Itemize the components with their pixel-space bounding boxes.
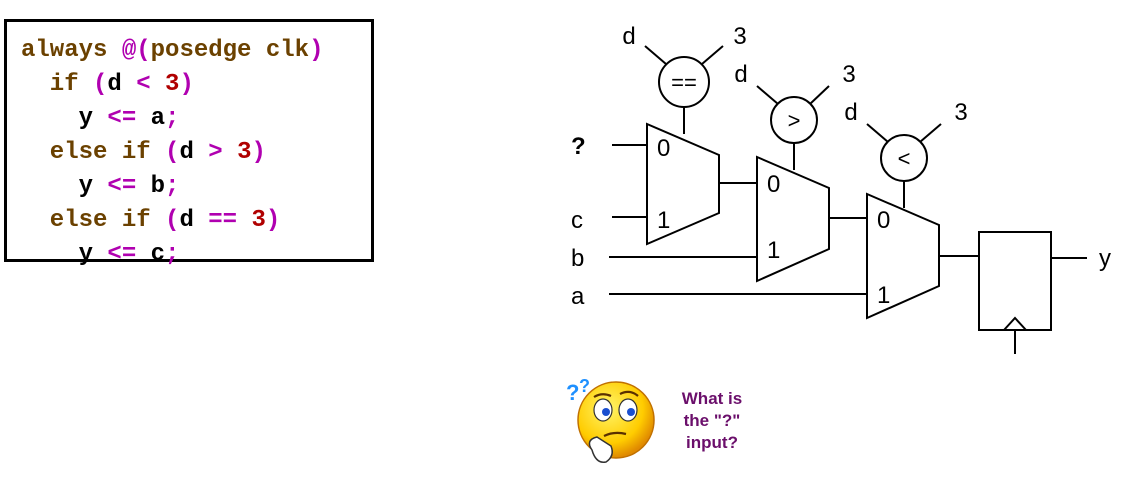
svg-text:?: ? (579, 376, 590, 396)
code-token: if (21, 71, 94, 98)
code-line: if (d < 3) (21, 68, 323, 102)
code-line: y <= c; (21, 238, 323, 272)
code-line: else if (d == 3) (21, 204, 323, 238)
comparator-lt-op: < (898, 146, 911, 171)
code-token: < (136, 71, 166, 98)
confused-smiley-icon: ? ? (566, 376, 655, 463)
mux-3-one-label: 1 (877, 282, 890, 309)
comparator-eq-op: == (671, 70, 697, 95)
mux-2 (756, 155, 830, 283)
code-token: y (21, 173, 108, 200)
mux-3 (866, 192, 940, 320)
code-token: d (179, 139, 209, 166)
code-token: else if (21, 139, 166, 166)
code-line: always @(posedge clk) (21, 34, 323, 68)
question-line-1: What is (681, 389, 743, 408)
code-token: ) (265, 207, 281, 234)
code-token: ( (165, 207, 180, 234)
code-token: <= (107, 173, 151, 200)
code-token: > (208, 139, 238, 166)
code-token: <= (107, 241, 151, 268)
comparator-gt-left: d (734, 61, 747, 88)
comparator-lt-left: d (844, 99, 857, 126)
code-token: y (21, 105, 108, 132)
code-token: ( (93, 71, 108, 98)
mux-1-zero-label: 0 (657, 135, 670, 162)
code-token: a (150, 105, 166, 132)
code-line: else if (d > 3) (21, 136, 323, 170)
code-token: ) (179, 71, 194, 98)
code-token: ( (165, 139, 180, 166)
code-token: @( (121, 37, 151, 64)
code-token: posedge clk (150, 37, 310, 64)
code-token: b (150, 173, 166, 200)
code-token: c (150, 241, 166, 268)
comparator-gt-op: > (788, 108, 801, 133)
question-callout: What is the "?" input? (662, 388, 762, 454)
verilog-code-box: always @(posedge clk) if (d < 3) y <= a;… (4, 19, 374, 268)
output-label-y: y (1099, 245, 1111, 272)
flip-flop (978, 231, 1052, 331)
code-token: d (107, 71, 137, 98)
code-token: ; (165, 105, 180, 132)
code-token: ) (251, 139, 266, 166)
code-token: 3 (237, 139, 252, 166)
code-token: 3 (165, 71, 180, 98)
comparator-eq-right: 3 (733, 23, 746, 50)
code-token: ) (309, 37, 324, 64)
code-token: y (21, 241, 108, 268)
input-label-a: a (571, 283, 585, 310)
code-token: == (208, 207, 252, 234)
question-line-2: the "?" (683, 411, 741, 430)
comparator-eq-left: d (622, 23, 635, 50)
code-line: y <= b; (21, 170, 323, 204)
mux-3-zero-label: 0 (877, 207, 890, 234)
code-token: 3 (251, 207, 266, 234)
code-token: always (21, 37, 122, 64)
comparator-lt-right: 3 (954, 99, 967, 126)
mux-2-one-label: 1 (767, 237, 780, 264)
mux-1-one-label: 1 (657, 207, 670, 234)
mux-2-zero-label: 0 (767, 171, 780, 198)
svg-text:?: ? (566, 380, 579, 405)
input-label-b: b (571, 245, 584, 272)
comparator-gt-right: 3 (842, 61, 855, 88)
code-token: ; (165, 173, 180, 200)
code-line: y <= a; (21, 102, 323, 136)
code-token: ; (165, 241, 180, 268)
code-token: <= (107, 105, 151, 132)
code-token: d (179, 207, 209, 234)
input-label-c: c (571, 207, 583, 234)
question-line-3: input? (686, 433, 738, 452)
input-label-question: ? (571, 133, 586, 160)
code-token: else if (21, 207, 166, 234)
mux-1 (646, 122, 720, 246)
verilog-code: always @(posedge clk) if (d < 3) y <= a;… (21, 34, 323, 272)
